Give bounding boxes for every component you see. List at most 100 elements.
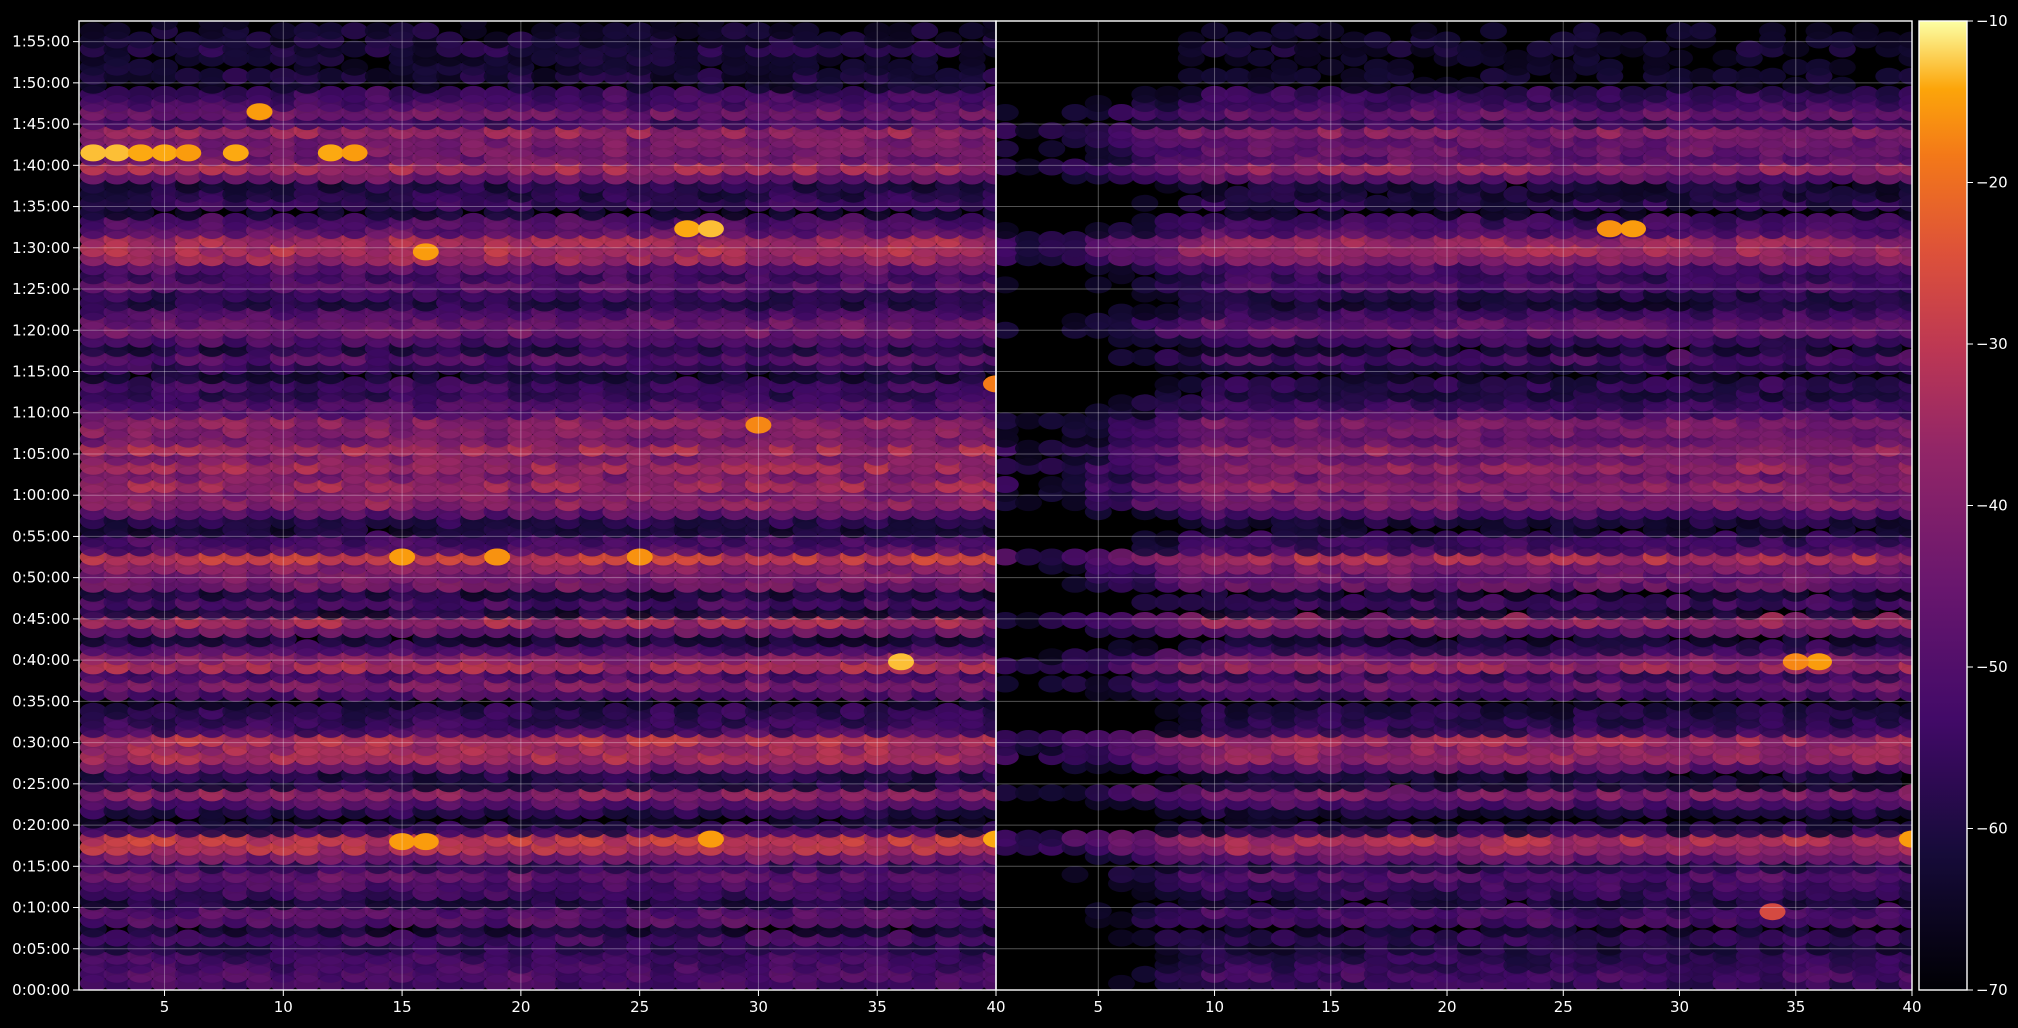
heatmap-cell — [840, 212, 867, 230]
heatmap-cell — [911, 22, 939, 40]
heatmap-cell — [1875, 929, 1903, 947]
heatmap-cell — [626, 22, 654, 40]
heatmap-cell — [744, 376, 772, 394]
heatmap-cell — [1131, 902, 1159, 920]
heatmap-cell — [103, 22, 131, 40]
heatmap-cell — [174, 929, 202, 947]
heatmap-cell — [816, 820, 844, 838]
heatmap-cell — [1247, 929, 1275, 947]
heatmap-cell — [935, 820, 962, 838]
heatmap-cell — [79, 702, 107, 720]
heatmap-cell — [317, 702, 345, 720]
heatmap-cell — [412, 22, 440, 40]
heatmap-cell — [246, 67, 273, 85]
heatmap-cell — [151, 40, 178, 58]
heatmap-cell — [554, 22, 582, 40]
heatmap-hot-cell — [104, 144, 130, 162]
heatmap-cell — [1805, 929, 1833, 947]
heatmap-cell — [1131, 866, 1159, 883]
heatmap-hot-cell — [888, 653, 914, 671]
heatmap-cell — [222, 21, 250, 31]
heatmap-cell — [1828, 820, 1856, 838]
heatmap-panel-left — [79, 21, 996, 990]
heatmap-cell — [531, 22, 559, 40]
heatmap-cell — [436, 85, 464, 103]
heatmap-cell — [982, 21, 996, 31]
heatmap-cell — [1642, 929, 1670, 947]
heatmap-hot-cell — [697, 220, 724, 238]
heatmap-cell — [1573, 820, 1600, 838]
heatmap-cell — [1084, 902, 1112, 920]
heatmap-cell — [602, 212, 630, 230]
heatmap-cell — [721, 85, 749, 103]
heatmap-hot-cell — [222, 144, 249, 162]
heatmap-cell — [1061, 866, 1089, 883]
heatmap-cell — [935, 702, 962, 720]
heatmap-cell — [1875, 820, 1903, 838]
heatmap-cell — [507, 702, 535, 720]
heatmap-cell — [768, 702, 796, 720]
heatmap-cell — [1108, 784, 1135, 802]
heatmap-hot-cell — [341, 144, 368, 162]
heatmap-cell — [293, 639, 321, 657]
heatmap-cell — [436, 820, 464, 838]
heatmap-cell — [1433, 929, 1461, 947]
heatmap-cell — [1875, 902, 1903, 920]
heatmap-cell — [1456, 929, 1484, 947]
heatmap-cell — [1759, 929, 1786, 947]
heatmap-cell — [364, 530, 392, 548]
heatmap-cell — [1177, 784, 1205, 802]
heatmap-cell — [1503, 902, 1531, 920]
heatmap-cell — [364, 67, 392, 85]
heatmap-cell — [887, 929, 915, 947]
heatmap-hot-cell — [484, 548, 511, 566]
heatmap-cell — [459, 21, 487, 31]
heatmap-cell — [887, 22, 915, 40]
heatmap-cell — [1340, 929, 1368, 947]
heatmap-cell — [673, 40, 701, 58]
heatmap-cell — [768, 929, 796, 947]
heatmap-cell — [103, 820, 131, 838]
heatmap-cell — [151, 58, 178, 76]
heatmap-cell — [626, 212, 654, 230]
heatmap-cell — [222, 85, 250, 103]
heatmap-hot-cell — [317, 144, 344, 162]
heatmap-cell — [531, 85, 559, 103]
heatmap-cell — [721, 22, 749, 40]
heatmap-cell — [982, 67, 996, 85]
heatmap-cell — [840, 58, 867, 76]
heatmap-cell — [103, 929, 131, 947]
heatmap-cell — [1108, 911, 1135, 929]
heatmap-hot-cell — [151, 144, 178, 162]
heatmap-cell — [1526, 820, 1554, 838]
heatmap-cell — [1898, 929, 1912, 947]
heatmap-cell — [1108, 866, 1135, 883]
heatmap-cell — [483, 702, 511, 720]
heatmap-cell — [1712, 929, 1740, 947]
heatmap-cell — [412, 702, 440, 720]
heatmap-cell — [554, 85, 582, 103]
heatmap-hot-cell — [389, 548, 416, 566]
heatmap-cell — [198, 21, 226, 31]
heatmap-cell — [459, 702, 487, 720]
heatmap-cell — [744, 22, 772, 40]
heatmap-cell — [1131, 730, 1159, 747]
heatmap-cell — [341, 40, 369, 58]
heatmap-cell — [982, 85, 996, 103]
heatmap-cell — [1038, 730, 1066, 747]
heatmap-cell — [1038, 784, 1066, 802]
heatmap-cell — [958, 212, 986, 230]
heatmap-cell — [863, 22, 891, 40]
heatmap-cell — [174, 85, 202, 103]
heatmap-cell — [1619, 929, 1647, 947]
heatmap-cell — [649, 85, 677, 103]
heatmap-cell — [673, 376, 701, 394]
heatmap-cell — [1015, 784, 1042, 802]
heatmap-cell — [1689, 820, 1717, 838]
heatmap-cell — [1270, 929, 1298, 947]
heatmap-cell — [483, 85, 511, 103]
heatmap-cell — [1131, 784, 1159, 802]
heatmap-cell — [174, 31, 202, 49]
heatmap-cell — [1154, 929, 1182, 947]
heatmap-cell — [792, 702, 820, 720]
